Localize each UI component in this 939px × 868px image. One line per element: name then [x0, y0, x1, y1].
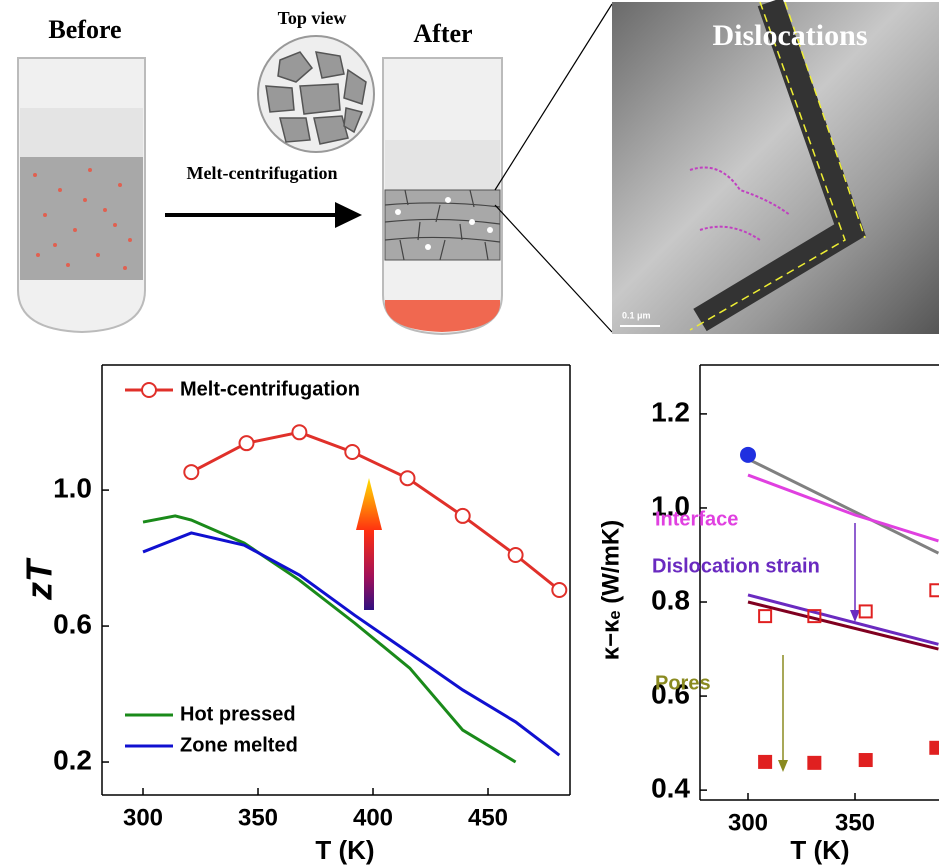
data-point [759, 610, 771, 622]
x-tick-label: 350 [835, 809, 875, 836]
x-tick-label: 300 [123, 804, 163, 831]
y-axis-label: zT [19, 557, 60, 601]
y-tick-label: 0.8 [651, 584, 690, 615]
y-tick-label: 1.2 [651, 396, 690, 427]
data-point [929, 741, 939, 755]
data-point [509, 548, 523, 562]
tube-fill [385, 140, 500, 190]
scale-bar-label: 0.1 μm [622, 310, 651, 320]
x-axis-label: T (K) [790, 835, 849, 865]
process-label: Melt-centrifugation [187, 163, 338, 183]
data-point [240, 436, 254, 450]
data-point [456, 509, 470, 523]
legend-label: Zone melted [180, 734, 298, 756]
annotation-arrowhead [778, 760, 788, 772]
series-line [748, 602, 938, 649]
process-arrowhead [335, 202, 362, 228]
y-tick-label: 1.0 [53, 472, 92, 503]
data-point [552, 583, 566, 597]
melt-band [20, 157, 143, 280]
tem-label: Dislocations [712, 19, 867, 52]
series-line [748, 595, 938, 644]
top-view-label: Top view [278, 8, 347, 28]
series-line [748, 459, 938, 553]
x-tick-label: 350 [238, 804, 278, 831]
series-line [748, 475, 938, 541]
data-point [345, 445, 359, 459]
data-point [860, 605, 872, 617]
zoom-line [495, 205, 612, 332]
y-axis-label: κ−κₑ (W/mK) [597, 520, 624, 660]
x-axis-label: T (K) [315, 835, 374, 865]
data-point [807, 756, 821, 770]
tube-fill [20, 108, 143, 158]
x-tick-label: 400 [353, 804, 393, 831]
data-point [401, 471, 415, 485]
schematic: Before Top view Melt-centrifugation Afte… [18, 2, 939, 334]
series-label: Pores [655, 672, 711, 694]
legend-label: Hot pressed [180, 703, 296, 725]
data-point [292, 425, 306, 439]
legend-marker [142, 383, 156, 397]
y-tick-label: 0.2 [53, 744, 92, 775]
annotation-arrowhead [850, 610, 860, 622]
figure: Before Top view Melt-centrifugation Afte… [0, 0, 939, 868]
melt-pool [385, 300, 500, 332]
series-label: Interface [655, 508, 738, 530]
data-point [740, 447, 756, 463]
data-point [184, 465, 198, 479]
data-point [859, 753, 873, 767]
series-label: Dislocation strain [652, 555, 820, 577]
legend-label: Melt-centrifugation [180, 378, 360, 400]
y-tick-label: 0.4 [651, 773, 690, 804]
before-label: Before [48, 15, 121, 44]
data-point [930, 584, 939, 596]
x-tick-label: 300 [728, 809, 768, 836]
y-tick-label: 0.6 [53, 608, 92, 639]
after-label: After [413, 19, 472, 48]
data-point [758, 755, 772, 769]
x-tick-label: 450 [468, 804, 508, 831]
zoom-line [495, 4, 612, 190]
enhancement-arrow [356, 478, 382, 610]
